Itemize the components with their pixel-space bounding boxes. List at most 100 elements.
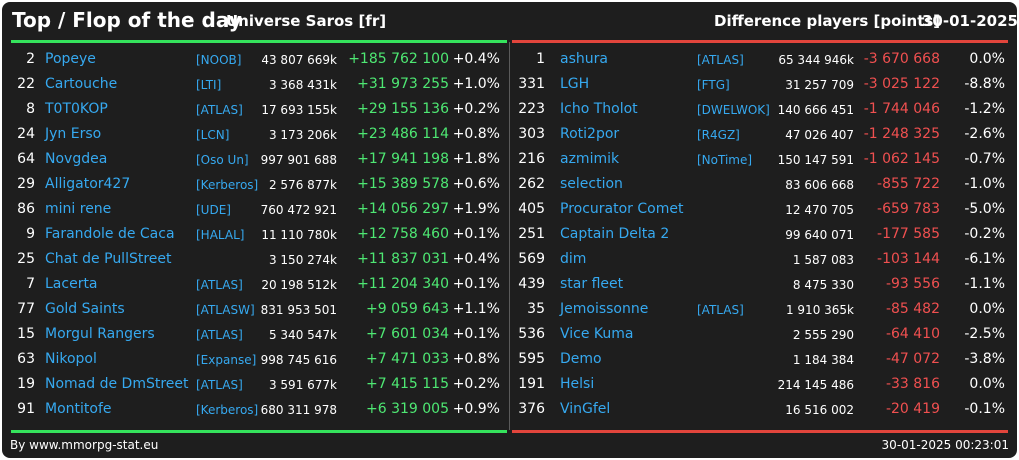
player-name-link[interactable]: Roti2por [560,126,620,142]
alliance-tag-link[interactable]: [ATLAS] [196,103,243,117]
player-name-link[interactable]: Helsi [560,376,595,392]
top-player-row: 2 Popeye [NOOB] 43 807 669k +185 762 100 +0.4… [2,48,509,73]
player-points: 680 311 978 [260,403,337,417]
points-difference: +11 837 031 [357,251,449,267]
player-name-link[interactable]: Vice Kuma [560,326,634,342]
player-points: 760 472 921 [260,203,337,217]
top-player-row: 29 Alligator427 [Kerberos] 2 576 877k +15 38… [2,173,509,198]
percent-change: -1.1% [964,276,1005,292]
player-name-link[interactable]: Farandole de Caca [45,226,175,242]
player-name-link[interactable]: Morgul Rangers [45,326,155,342]
player-name-link[interactable]: Nikopol [45,351,97,367]
player-points: 831 953 501 [260,303,337,317]
percent-change: +0.1% [452,326,500,342]
alliance-tag-link[interactable]: [ATLAS] [697,303,744,317]
percent-change: +0.6% [452,176,500,192]
percent-change: -1.0% [964,176,1005,192]
player-points: 1 184 384 [792,353,854,367]
percent-change: -3.8% [964,351,1005,367]
top-player-row: 24 Jyn Erso [LCN] 3 173 206k +23 486 114 +0.8… [2,123,509,148]
rank: 63 [17,351,35,367]
alliance-tag-link[interactable]: [FTG] [697,78,730,92]
player-name-link[interactable]: Procurator Comet [560,201,684,217]
alliance-tag-link[interactable]: [DWELWOK] [697,103,770,117]
player-points: 17 693 155k [261,103,337,117]
rank: 15 [17,326,35,342]
alliance-tag-link[interactable]: [LTI] [196,78,222,92]
player-points: 20 198 512k [261,278,337,292]
top-player-row: 25 Chat de PullStreet 3 150 274k +11 837 03… [2,248,509,273]
player-name-link[interactable]: LGH [560,76,590,92]
player-name-link[interactable]: T0T0KOP [45,101,108,117]
player-name-link[interactable]: azmimik [560,151,620,167]
rank: 29 [17,176,35,192]
player-name-link[interactable]: Gold Saints [45,301,125,317]
player-points: 3 591 677k [268,378,337,392]
rank: 22 [17,76,35,92]
alliance-tag-link[interactable]: [NOOB] [196,53,242,67]
percent-change: +0.1% [452,226,500,242]
alliance-tag-link[interactable]: [R4GZ] [697,128,740,142]
player-name-link[interactable]: Captain Delta 2 [560,226,670,242]
percent-change: +0.1% [452,276,500,292]
alliance-tag-link[interactable]: [ATLAS] [697,53,744,67]
player-name-link[interactable]: Jemoissonne [560,301,649,317]
points-difference: -177 585 [877,226,940,242]
player-name-link[interactable]: Alligator427 [45,176,131,192]
alliance-tag-link[interactable]: [NoTime] [697,153,753,167]
column-divider [509,42,510,430]
page-title: Top / Flop of the day [12,8,242,32]
points-difference: +6 319 005 [366,401,449,417]
alliance-tag-link[interactable]: [ATLASW] [196,303,255,317]
points-difference: -33 816 [885,376,940,392]
alliance-tag-link[interactable]: [Oso Un] [196,153,249,167]
alliance-tag-link[interactable]: [Kerberos] [196,178,259,192]
percent-change: -6.1% [964,251,1005,267]
source-credit: By www.mmorpg-stat.eu [10,438,159,452]
top-list-bottom-bar [11,430,507,433]
alliance-tag-link[interactable]: [HALAL] [196,228,245,242]
player-points: 2 576 877k [268,178,337,192]
player-name-link[interactable]: Novgdea [45,151,108,167]
alliance-tag-link[interactable]: [UDE] [196,203,231,217]
rank: 2 [26,51,35,67]
top-player-row: 15 Morgul Rangers [ATLAS] 5 340 547k +7 601 … [2,323,509,348]
player-name-link[interactable]: Jyn Erso [45,126,102,142]
player-name-link[interactable]: selection [560,176,623,192]
alliance-tag-link[interactable]: [Expanse] [196,353,257,367]
flop-player-row: 35 Jemoissonne [ATLAS] 1 910 365k -85 482 0.0… [510,298,1017,323]
alliance-tag-link[interactable]: [ATLAS] [196,328,243,342]
player-name-link[interactable]: mini rene [45,201,112,217]
player-name-link[interactable]: Popeye [45,51,96,67]
player-points: 99 640 071 [785,228,854,242]
points-difference: +17 941 198 [357,151,449,167]
player-name-link[interactable]: ashura [560,51,608,67]
points-difference: +7 415 115 [366,376,449,392]
player-name-link[interactable]: dim [560,251,587,267]
alliance-tag-link[interactable]: [Kerberos] [196,403,259,417]
player-name-link[interactable]: Chat de PullStreet [45,251,172,267]
rank: 376 [518,401,545,417]
rank: 86 [17,201,35,217]
alliance-tag-link[interactable]: [ATLAS] [196,278,243,292]
rank: 77 [17,301,35,317]
player-name-link[interactable]: Cartouche [45,76,118,92]
top-player-row: 9 Farandole de Caca [HALAL] 11 110 780k +12 … [2,223,509,248]
points-difference: +9 059 643 [366,301,449,317]
player-name-link[interactable]: Demo [560,351,602,367]
player-name-link[interactable]: Montitofe [45,401,112,417]
percent-change: +0.9% [452,401,500,417]
flop-player-row: 223 Icho Tholot [DWELWOK] 140 666 451 -1 744… [510,98,1017,123]
top-player-row: 7 Lacerta [ATLAS] 20 198 512k +11 204 340 +0.… [2,273,509,298]
player-name-link[interactable]: VinGfel [560,401,611,417]
player-name-link[interactable]: Lacerta [45,276,98,292]
rank: 595 [518,351,545,367]
player-name-link[interactable]: Nomad de DmStreet [45,376,189,392]
top-list-top-bar [11,40,507,43]
player-name-link[interactable]: Icho Tholot [560,101,638,117]
points-difference: +185 762 100 [348,51,449,67]
player-name-link[interactable]: star fleet [560,276,624,292]
player-points: 140 666 451 [777,103,854,117]
alliance-tag-link[interactable]: [ATLAS] [196,378,243,392]
alliance-tag-link[interactable]: [LCN] [196,128,230,142]
